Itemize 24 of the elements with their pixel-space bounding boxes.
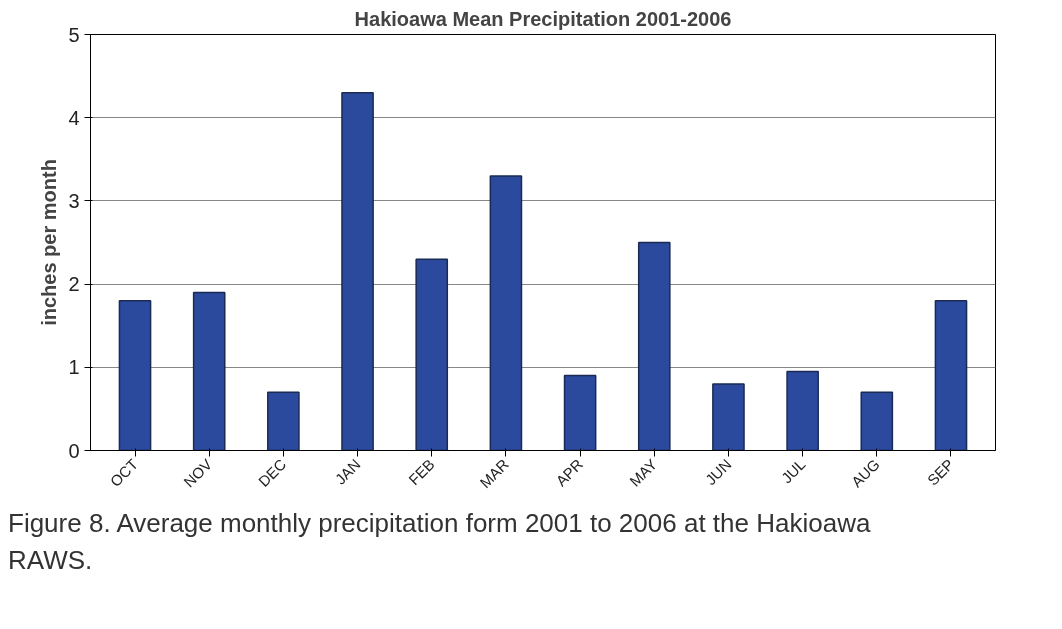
bar (118, 299, 152, 451)
y-tick-label: 5 (68, 23, 80, 46)
bar (860, 391, 894, 451)
x-tick-label: JUL (777, 455, 809, 487)
bar (341, 91, 374, 451)
bar (489, 175, 523, 451)
x-tick-label: FEB (405, 455, 438, 489)
bar (563, 374, 597, 451)
bar (415, 258, 449, 451)
bar (267, 391, 300, 451)
bar (712, 383, 745, 451)
y-axis-title: inches per month (38, 159, 61, 326)
bar (934, 299, 968, 451)
y-tick-label: 2 (68, 273, 80, 296)
bar (637, 241, 671, 451)
chart-title: Hakioawa Mean Precipitation 2001-2006 (354, 7, 732, 30)
caption: Figure 8. Average monthly precipitation form 2001 to 2006 at the Hakioawa RAWS. (8, 507, 872, 578)
bar (786, 370, 819, 451)
bar (192, 291, 226, 451)
y-tick-label: 0 (68, 439, 80, 462)
y-tick-label: 3 (68, 189, 80, 212)
y-tick-label: 1 (68, 356, 80, 379)
y-tick-label: 4 (68, 106, 80, 129)
x-tick-label: SEP (923, 455, 957, 489)
